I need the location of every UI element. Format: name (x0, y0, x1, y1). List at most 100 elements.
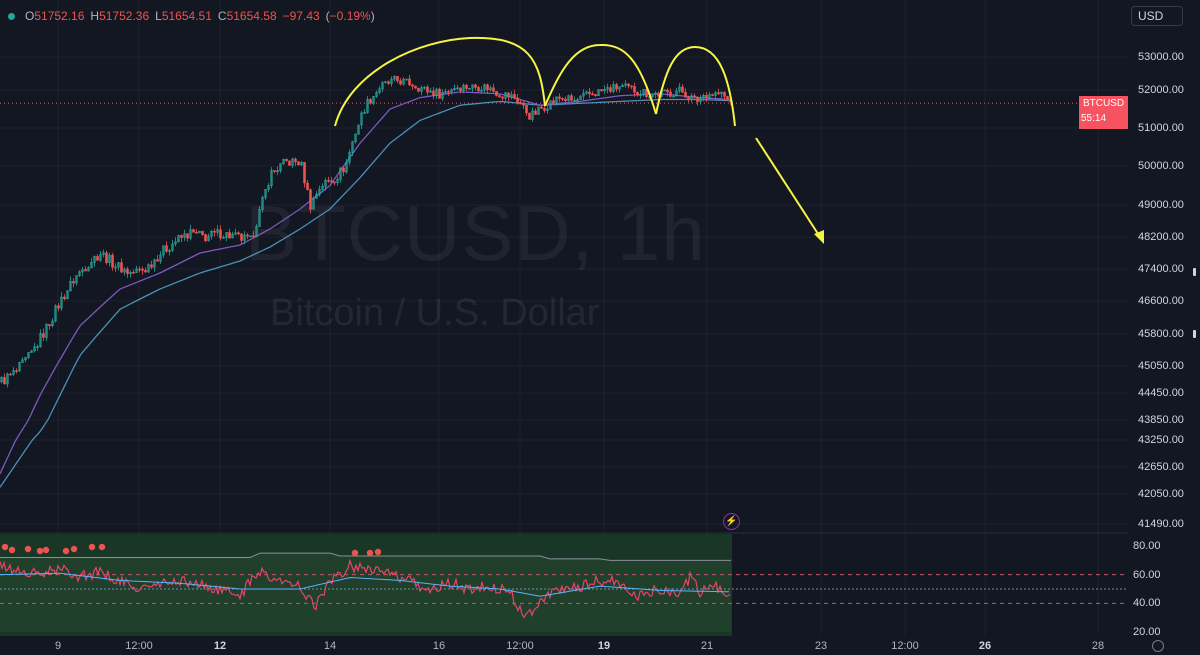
candle-body (702, 95, 705, 99)
moving-averages (0, 91, 730, 488)
rsi-overbought-marker (88, 543, 96, 551)
candle-body (270, 170, 273, 186)
time-axis-label: 21 (700, 640, 714, 652)
rsi-overbought-marker (351, 549, 359, 557)
candle-body (3, 377, 6, 385)
time-axis-label: 16 (432, 640, 446, 652)
watermark-title: BTCUSD, 1h (245, 189, 706, 277)
candle-body (483, 84, 486, 91)
rsi-overbought-marker (70, 545, 78, 553)
candle-body (186, 233, 189, 239)
candle-body (393, 76, 396, 80)
symbol-tag: BTCUSD (1079, 97, 1128, 110)
candle-body (396, 76, 399, 82)
gear-icon[interactable] (1152, 640, 1164, 652)
candle-body (111, 254, 114, 268)
candle-body (480, 89, 483, 92)
scroll-handle[interactable] (1193, 268, 1196, 276)
candle-body (282, 158, 285, 164)
candle-body (558, 96, 561, 99)
candle-body (93, 256, 96, 263)
candle-body (234, 232, 237, 235)
candle-body (258, 209, 261, 227)
candle-body (591, 93, 594, 96)
candle-body (600, 89, 603, 92)
candle-body (513, 94, 516, 99)
candle-body (297, 161, 300, 166)
rsi-ma-line (0, 572, 729, 597)
candle-body (639, 94, 642, 96)
candle-body (9, 373, 12, 376)
time-axis-label: 12:00 (125, 640, 153, 652)
candle-body (210, 230, 213, 237)
candle-body (465, 84, 468, 89)
candle-body (12, 370, 15, 375)
rsi-line (0, 558, 731, 619)
time-axis-label: 12:00 (891, 640, 919, 652)
rsi-overbought-marker (24, 545, 32, 553)
ohlc-legend: O 51752.16 H 51752.36 L 51654.51 C 51654.58 … (0, 6, 375, 26)
candle-body (576, 99, 579, 101)
rsi-axis-label: 80.00 (1133, 540, 1161, 552)
candle-body (684, 91, 687, 98)
head-and-shoulders-annotation (544, 43, 657, 115)
candle-body (726, 96, 729, 100)
candle-body (243, 234, 246, 241)
candle-body (390, 78, 393, 84)
candle-body (321, 185, 324, 190)
candle-body (468, 87, 471, 90)
candle-body (459, 87, 462, 92)
candle-body (327, 180, 330, 182)
candle-body (552, 100, 555, 104)
scroll-handle[interactable] (1193, 330, 1196, 338)
candle-body (402, 78, 405, 85)
candle-body (135, 268, 138, 273)
price-axis-label: 45050.00 (1138, 360, 1184, 372)
candle-body (696, 96, 699, 102)
candle-body (693, 95, 696, 98)
candle-body (630, 85, 633, 88)
candle-body (444, 91, 447, 93)
currency-selector[interactable]: USD (1131, 6, 1183, 26)
candle-body (0, 377, 3, 383)
candle-body (366, 99, 369, 113)
candle-body (102, 252, 105, 255)
candle-body (357, 124, 360, 135)
rsi-envelope-fill (0, 553, 731, 632)
candle-body (564, 98, 567, 101)
price-axis-label: 45800.00 (1138, 328, 1184, 340)
candle-body (120, 262, 123, 273)
candle-body (294, 158, 297, 163)
candle-body (504, 92, 507, 99)
candle-body (690, 95, 693, 101)
candle-body (156, 259, 159, 262)
candle-body (636, 92, 639, 96)
candle-body (87, 267, 90, 272)
candle-body (84, 269, 87, 272)
candle-body (216, 229, 219, 233)
time-axis-label: 26 (978, 640, 992, 652)
candle-body (105, 252, 108, 263)
bar-countdown: 55:14 (1081, 112, 1107, 124)
candle-body (153, 259, 156, 268)
price-axis-label: 50000.00 (1138, 160, 1184, 172)
candle-body (30, 350, 33, 353)
candle-body (123, 268, 126, 273)
candle-body (378, 88, 381, 93)
candle-body (492, 87, 495, 92)
candle-body (372, 96, 375, 104)
high-value: 51752.36 (99, 9, 150, 23)
candle-body (705, 95, 708, 99)
candle-body (279, 163, 282, 172)
candle-body (45, 324, 48, 338)
candle-body (612, 84, 615, 92)
candle-body (687, 97, 690, 101)
candle-body (489, 87, 492, 91)
candle-body (108, 254, 111, 263)
candle-body (708, 94, 711, 99)
candle-body (456, 87, 459, 90)
candle-body (42, 333, 45, 338)
candle-body (615, 84, 618, 90)
lightning-icon[interactable]: ⚡ (723, 513, 740, 530)
